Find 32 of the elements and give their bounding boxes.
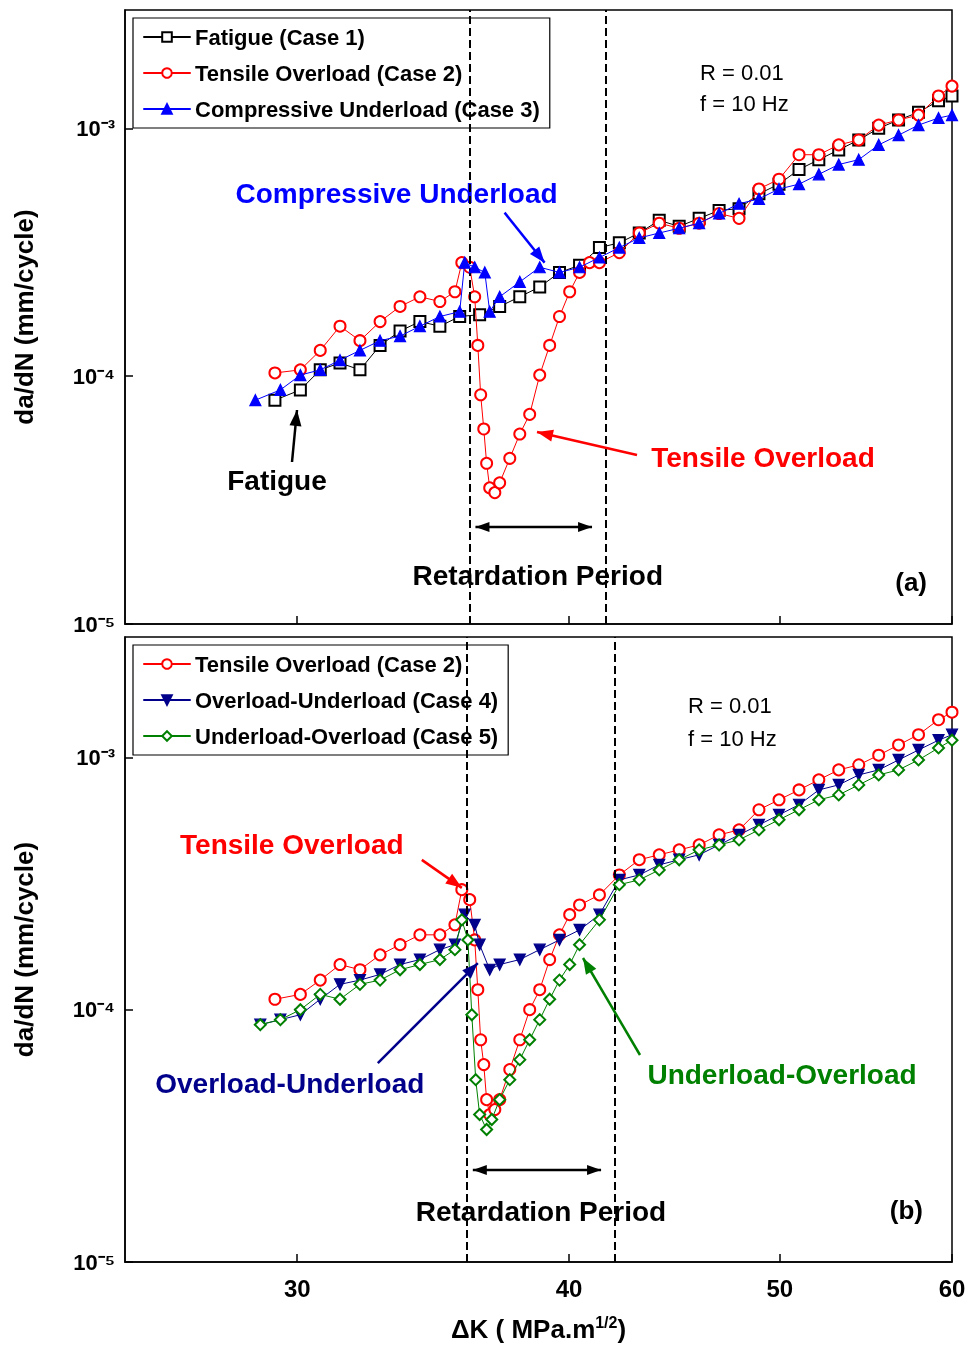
legend-label: Tensile Overload (Case 2) bbox=[195, 651, 463, 677]
y-axis-title: da/dN (mm/cycle) bbox=[9, 209, 39, 425]
annotation: Fatigue bbox=[227, 464, 327, 496]
y-axis-title: da/dN (mm/cycle) bbox=[9, 841, 39, 1058]
annotation: Tensile Overload bbox=[651, 441, 875, 473]
y-tick-label: 10⁻³ bbox=[76, 115, 115, 141]
legend-label: Compressive Underload (Case 3) bbox=[195, 96, 540, 122]
y-tick-label: 10⁻⁴ bbox=[72, 997, 115, 1023]
x-tick-label: 30 bbox=[283, 1274, 311, 1302]
annotation: Compressive Underload bbox=[235, 178, 558, 210]
annotation: Retardation Period bbox=[415, 1195, 667, 1227]
y-tick-label: 10⁻⁵ bbox=[73, 1249, 115, 1275]
annotation: R = 0.01 bbox=[688, 692, 772, 718]
legend-label: Underload-Overload (Case 5) bbox=[195, 723, 499, 749]
annotation: (a) bbox=[895, 567, 927, 597]
annotation: Tensile Overload bbox=[180, 829, 404, 861]
annotation: Underload-Overload bbox=[647, 1058, 917, 1090]
legend-label: Fatigue (Case 1) bbox=[195, 24, 365, 50]
annotation: (b) bbox=[889, 1195, 923, 1225]
y-tick-label: 10⁻⁴ bbox=[72, 363, 115, 389]
legend-label: Tensile Overload (Case 2) bbox=[195, 60, 463, 86]
annotation: Overload-Underload bbox=[155, 1067, 425, 1099]
annotation: Retardation Period bbox=[412, 559, 663, 591]
x-tick-label: 60 bbox=[938, 1274, 966, 1302]
y-tick-label: 10⁻³ bbox=[76, 744, 115, 770]
y-tick-label: 10⁻⁵ bbox=[73, 611, 115, 637]
annotation: f = 10 Hz bbox=[688, 725, 777, 751]
x-tick-label: 50 bbox=[766, 1274, 794, 1302]
legend-label: Overload-Underload (Case 4) bbox=[195, 687, 499, 713]
annotation: R = 0.01 bbox=[700, 59, 784, 85]
x-tick-label: 40 bbox=[555, 1274, 583, 1302]
annotation: f = 10 Hz bbox=[700, 90, 789, 116]
